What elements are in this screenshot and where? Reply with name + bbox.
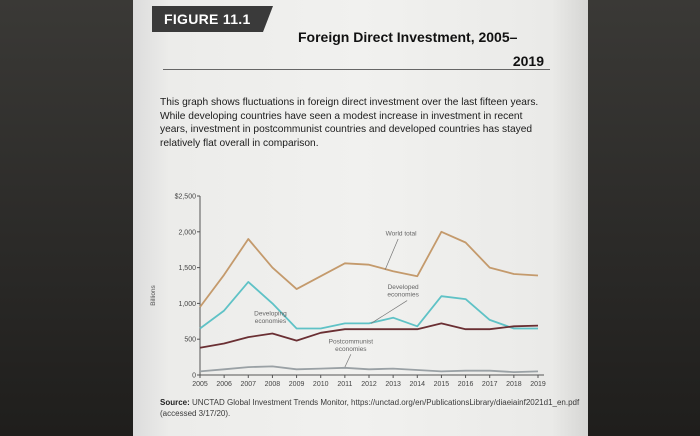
figure-label: FIGURE 11.1 — [152, 6, 273, 32]
leader-postcommunist — [344, 354, 352, 368]
y-tick-label: 1,500 — [178, 265, 196, 272]
x-tick-label: 2017 — [482, 381, 498, 388]
x-tick-label: 2005 — [192, 381, 208, 388]
title-line-2: 2019 — [512, 53, 544, 69]
x-tick-label: 2012 — [361, 381, 377, 388]
book-page — [133, 0, 588, 436]
x-tick-label: 2011 — [337, 381, 352, 388]
source-label: Source: — [160, 398, 190, 407]
annotation-developed: Developed — [388, 284, 419, 291]
title-line-1: Foreign Direct Investment, 2005– — [298, 29, 518, 45]
x-tick-label: 2006 — [216, 381, 232, 388]
y-tick-label: 2,000 — [178, 229, 196, 236]
x-tick-label: 2010 — [313, 381, 329, 388]
x-tick-label: 2016 — [458, 381, 474, 388]
leader-world-total — [384, 238, 399, 270]
x-tick-label: 2015 — [434, 381, 450, 388]
x-tick-label: 2013 — [385, 381, 401, 388]
series-line-postcommunist-economies — [199, 365, 539, 374]
y-tick-label: 0 — [192, 373, 196, 380]
y-tick-label: $2,500 — [175, 194, 197, 201]
source-note: Source: UNCTAD Global Investment Trends … — [160, 397, 580, 419]
series-line-world-total — [199, 230, 539, 308]
annotation-developing: economies — [255, 318, 287, 325]
series-line-developed-economies — [199, 280, 538, 330]
title-rule — [163, 69, 550, 70]
x-tick-label: 2014 — [409, 381, 425, 388]
source-text: UNCTAD Global Investment Trends Monitor,… — [160, 398, 580, 418]
figure-title: Foreign Direct Investment, 2005– 2019 — [298, 25, 548, 73]
y-tick-label: 1,000 — [178, 301, 196, 308]
annotation-developing: Developing — [254, 311, 287, 318]
annotation-developed: economies — [387, 292, 419, 299]
x-tick-label: 2018 — [506, 381, 522, 388]
x-tick-label: 2008 — [265, 381, 281, 388]
y-tick-label: 500 — [184, 337, 196, 344]
leader-developed — [370, 300, 408, 324]
annotation-postcommunist: economies — [335, 346, 367, 353]
x-tick-label: 2007 — [240, 381, 256, 388]
y-axis-label: Billions — [150, 284, 157, 305]
figure-caption: This graph shows fluctuations in foreign… — [160, 97, 539, 149]
annotation-world-total: World total — [386, 230, 418, 237]
x-tick-label: 2019 — [530, 381, 546, 388]
annotation-postcommunist: Postcommunist — [329, 338, 374, 345]
series-line-developing-economies — [199, 322, 539, 349]
x-tick-label: 2009 — [289, 381, 305, 388]
